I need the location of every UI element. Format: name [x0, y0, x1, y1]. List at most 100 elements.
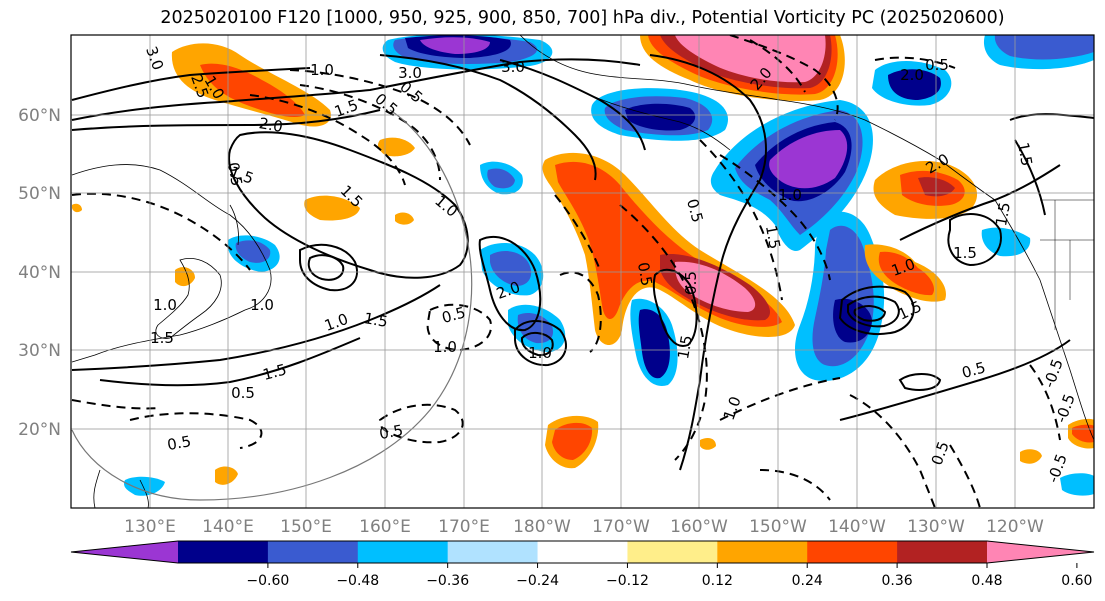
contour-label: 1.5 [1014, 141, 1036, 168]
pv-contour-dashed [426, 303, 493, 352]
pv-contour-solid [499, 59, 646, 151]
longitude-label: 140°E [202, 517, 254, 537]
contour-label: 0.5 [440, 303, 468, 327]
colorbar-tick-label: −0.24 [516, 573, 559, 589]
map-frame [70, 34, 1095, 509]
colorbar-tick-label: 0.60 [1061, 573, 1092, 589]
pv-contour-solid [478, 235, 542, 332]
pv-contours [71, 35, 1094, 508]
longitude-label: 150°W [749, 517, 807, 537]
div-positive-area [377, 137, 415, 157]
colorbar-tick-label: −0.48 [336, 573, 379, 589]
pv-contour-dashed [71, 399, 161, 410]
pv-contour-solid [71, 67, 311, 101]
colorbar [70, 540, 1095, 564]
pv-contour-dashed [749, 39, 806, 93]
contour-label: 1.5 [992, 201, 1014, 228]
pv-contour-dashed [71, 192, 251, 271]
colorbar-segment [178, 541, 269, 563]
div-positive-area [304, 195, 360, 221]
div-positive-area [200, 63, 305, 118]
latitude-label: 20°N [18, 420, 61, 440]
div-negative-area [981, 227, 1031, 257]
pv-contour-solid [899, 164, 1061, 241]
pv-contour-solid [839, 339, 1071, 421]
contour-label: 3.0 [501, 58, 525, 76]
contour-label: 0.5 [166, 432, 193, 454]
div-negative-area [420, 37, 490, 54]
longitude-label: 160°W [670, 517, 728, 537]
div-negative-area [487, 168, 515, 189]
latitude-label: 50°N [18, 184, 61, 204]
pv-contour-solid [520, 332, 554, 357]
div-negative-area [1060, 473, 1094, 496]
colorbar-tick-label: −0.12 [606, 573, 649, 589]
longitude-label: 150°E [280, 517, 332, 537]
contour-label: 1.0 [250, 296, 274, 314]
div-positive-area [395, 212, 414, 225]
colorbar-segment [627, 541, 718, 563]
longitude-label: 170°W [592, 517, 650, 537]
div-negative-area [638, 309, 670, 379]
philippines-coastline [93, 469, 149, 508]
colorbar-extend-min [71, 541, 178, 563]
pv-contour-dashed [719, 377, 841, 421]
pv-contour-solid [947, 213, 1002, 267]
longitude-label: 120°W [986, 517, 1044, 537]
pv-contour-dashed [554, 194, 601, 271]
contour-label: 2.0 [258, 114, 285, 136]
div-negative-area [124, 476, 165, 496]
contour-label: 3.0 [398, 64, 422, 82]
div-positive-area [72, 203, 82, 213]
contour-label: 1.0 [778, 186, 802, 204]
north-america-coastline [994, 199, 1094, 441]
contour-label: 1.0 [153, 296, 177, 314]
projection-outline [71, 109, 473, 501]
contour-label: 0.5 [683, 197, 707, 225]
asia-coastline [71, 164, 272, 363]
pv-contour-solid [99, 337, 361, 387]
pv-contour-dashed [249, 94, 406, 186]
pv-contour-solid [853, 305, 887, 322]
pv-contour-dashed [378, 403, 464, 444]
longitude-label: 130°W [907, 517, 965, 537]
contour-label: 1.5 [261, 360, 289, 384]
contour-label: 0.5 [378, 421, 405, 443]
latitude-label: 60°N [18, 106, 61, 126]
div-negative-area [490, 250, 532, 286]
contour-label: 0.5 [231, 384, 255, 402]
gridlines [71, 35, 1094, 508]
aleutian-coastline [589, 94, 731, 151]
colorbar-segment [357, 541, 449, 563]
longitude-label: 160°E [359, 517, 411, 537]
contour-label: 0.5 [925, 56, 949, 74]
div-positive-area [878, 251, 935, 296]
pv-contour-solid [847, 295, 900, 328]
pv-contour-solid [1009, 113, 1094, 121]
colorbar-segment [897, 541, 988, 563]
pv-contour-dashed [559, 271, 602, 353]
latitude-label: 40°N [18, 263, 61, 283]
alaska-coastline [519, 35, 996, 201]
div-negative-area [769, 130, 848, 189]
contour-label: 1.0 [528, 344, 552, 362]
div-positive-area [552, 422, 593, 460]
colorbar-tick-label: 0.24 [792, 573, 823, 589]
pv-contour-solid [379, 54, 597, 181]
div-negative-area [235, 240, 271, 263]
longitude-labels: 130°E 140°E 150°E 160°E 170°E 180°W 170°W 160°W… [124, 517, 1044, 537]
colorbar-segment [807, 541, 898, 563]
pv-contour-solid [1014, 139, 1046, 216]
div-positive-area [700, 438, 716, 450]
longitude-label: 170°E [438, 517, 490, 537]
pv-contour-solid [307, 254, 345, 281]
pv-contour-dashed [299, 84, 441, 181]
sakhalin-coastline [229, 204, 239, 246]
colorbar-segment [717, 541, 808, 563]
coastlines [71, 35, 1094, 508]
pv-contour-dashed [129, 412, 263, 449]
pv-contour-solid [898, 373, 942, 391]
div-positive-area [675, 35, 826, 83]
colorbar-extend-max [987, 541, 1094, 563]
